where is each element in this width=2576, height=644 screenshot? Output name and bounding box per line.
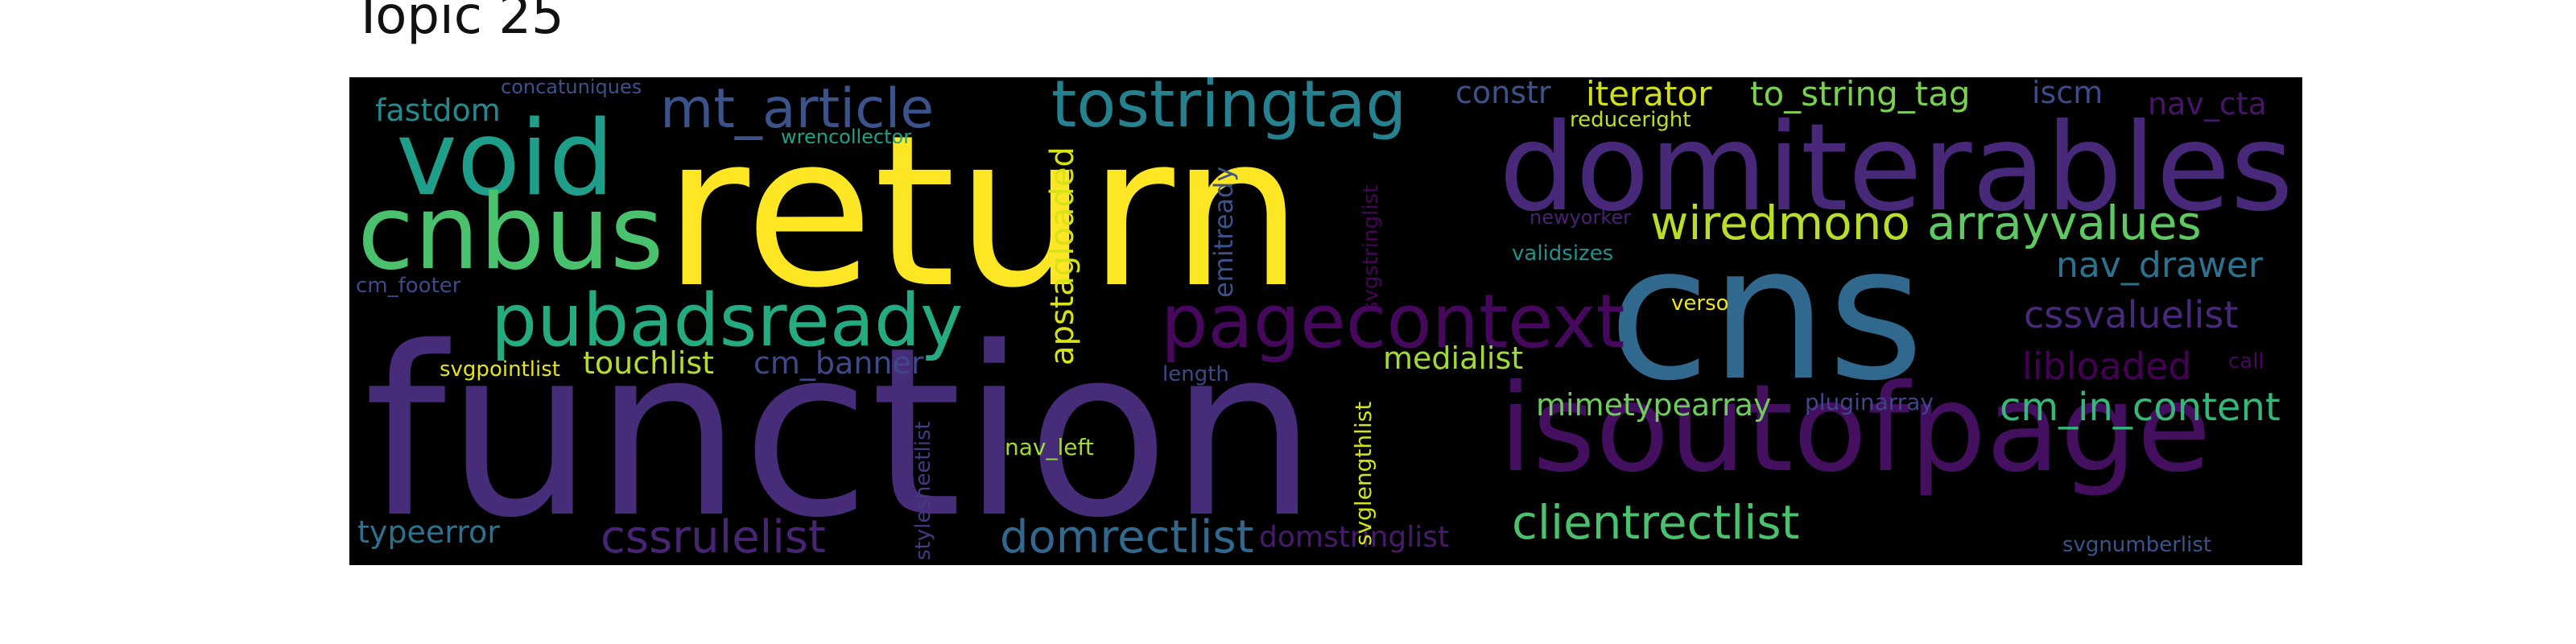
word-domiterables: domiterables <box>1499 98 2293 238</box>
word-cns: cns <box>1608 207 1925 422</box>
word-reduceright: reduceright <box>1570 108 1691 132</box>
word-mt_article: mt_article <box>660 77 935 141</box>
word-void: void <box>396 99 614 219</box>
word-function: function <box>364 298 1318 565</box>
word-cm_in_content: cm_in_content <box>2000 385 2281 430</box>
word-cssrulelist: cssrulelist <box>601 511 826 564</box>
word-clientrectlist: clientrectlist <box>1512 495 1800 550</box>
word-cssvaluelist: cssvaluelist <box>2024 293 2239 336</box>
word-verso: verso <box>1671 291 1729 316</box>
word-tostringtag: tostringtag <box>1051 77 1407 142</box>
word-nav_left: nav_left <box>1005 434 1094 460</box>
word-domrectlist: domrectlist <box>1000 511 1254 564</box>
word-validsizes: validsizes <box>1512 242 1614 266</box>
word-call: call <box>2228 349 2264 374</box>
word-to_string_tag: to_string_tag <box>1750 77 1971 114</box>
word-cm_footer: cm_footer <box>356 274 461 298</box>
word-cloud: function return cns domiterables isoutof… <box>349 77 2302 565</box>
word-fastdom: fastdom <box>375 93 501 128</box>
word-length: length <box>1162 362 1229 386</box>
word-touchlist: touchlist <box>583 345 715 381</box>
word-wiredmono: wiredmono <box>1650 196 1910 250</box>
word-cm_banner: cm_banner <box>753 345 924 381</box>
word-newyorker: newyorker <box>1530 206 1632 229</box>
word-wrencollector: wrencollector <box>781 126 912 148</box>
word-pluginarray: pluginarray <box>1805 389 1934 415</box>
word-constr: constr <box>1455 77 1551 110</box>
word-cnbus: cnbus <box>357 173 664 293</box>
word-typeerror: typeerror <box>357 514 500 550</box>
word-apstagloaded: apstagloaded <box>1044 147 1081 365</box>
word-domstringlist: domstringlist <box>1259 521 1450 554</box>
word-isoutofpage: isoutofpage <box>1499 359 2211 499</box>
word-svglengthlist: svglengthlist <box>1350 401 1377 546</box>
word-pagecontext: pagecontext <box>1161 279 1625 365</box>
word-stylesheetlist: stylesheetlist <box>911 421 935 560</box>
figure-title: Topic 25 <box>353 0 564 46</box>
word-nav_drawer: nav_drawer <box>2056 245 2264 286</box>
word-mimetypearray: mimetypearray <box>1536 387 1772 423</box>
word-svgnumberlist: svgnumberlist <box>2062 533 2212 557</box>
word-concatuniques: concatuniques <box>501 77 642 98</box>
word-return: return <box>663 91 1303 334</box>
word-pubadsready: pubadsready <box>491 279 964 363</box>
word-libloaded: libloaded <box>2022 345 2192 388</box>
word-arrayvalues: arrayvalues <box>1927 196 2202 250</box>
word-svgstringlist: svgstringlist <box>1359 184 1383 312</box>
word-nav_cta: nav_cta <box>2148 86 2267 122</box>
word-iscm: iscm <box>2032 77 2103 110</box>
word-iterator: iterator <box>1586 77 1712 114</box>
word-svgpointlist: svgpointlist <box>440 357 560 382</box>
word-medialist: medialist <box>1383 341 1524 376</box>
word-emitready: emitready <box>1208 166 1239 298</box>
